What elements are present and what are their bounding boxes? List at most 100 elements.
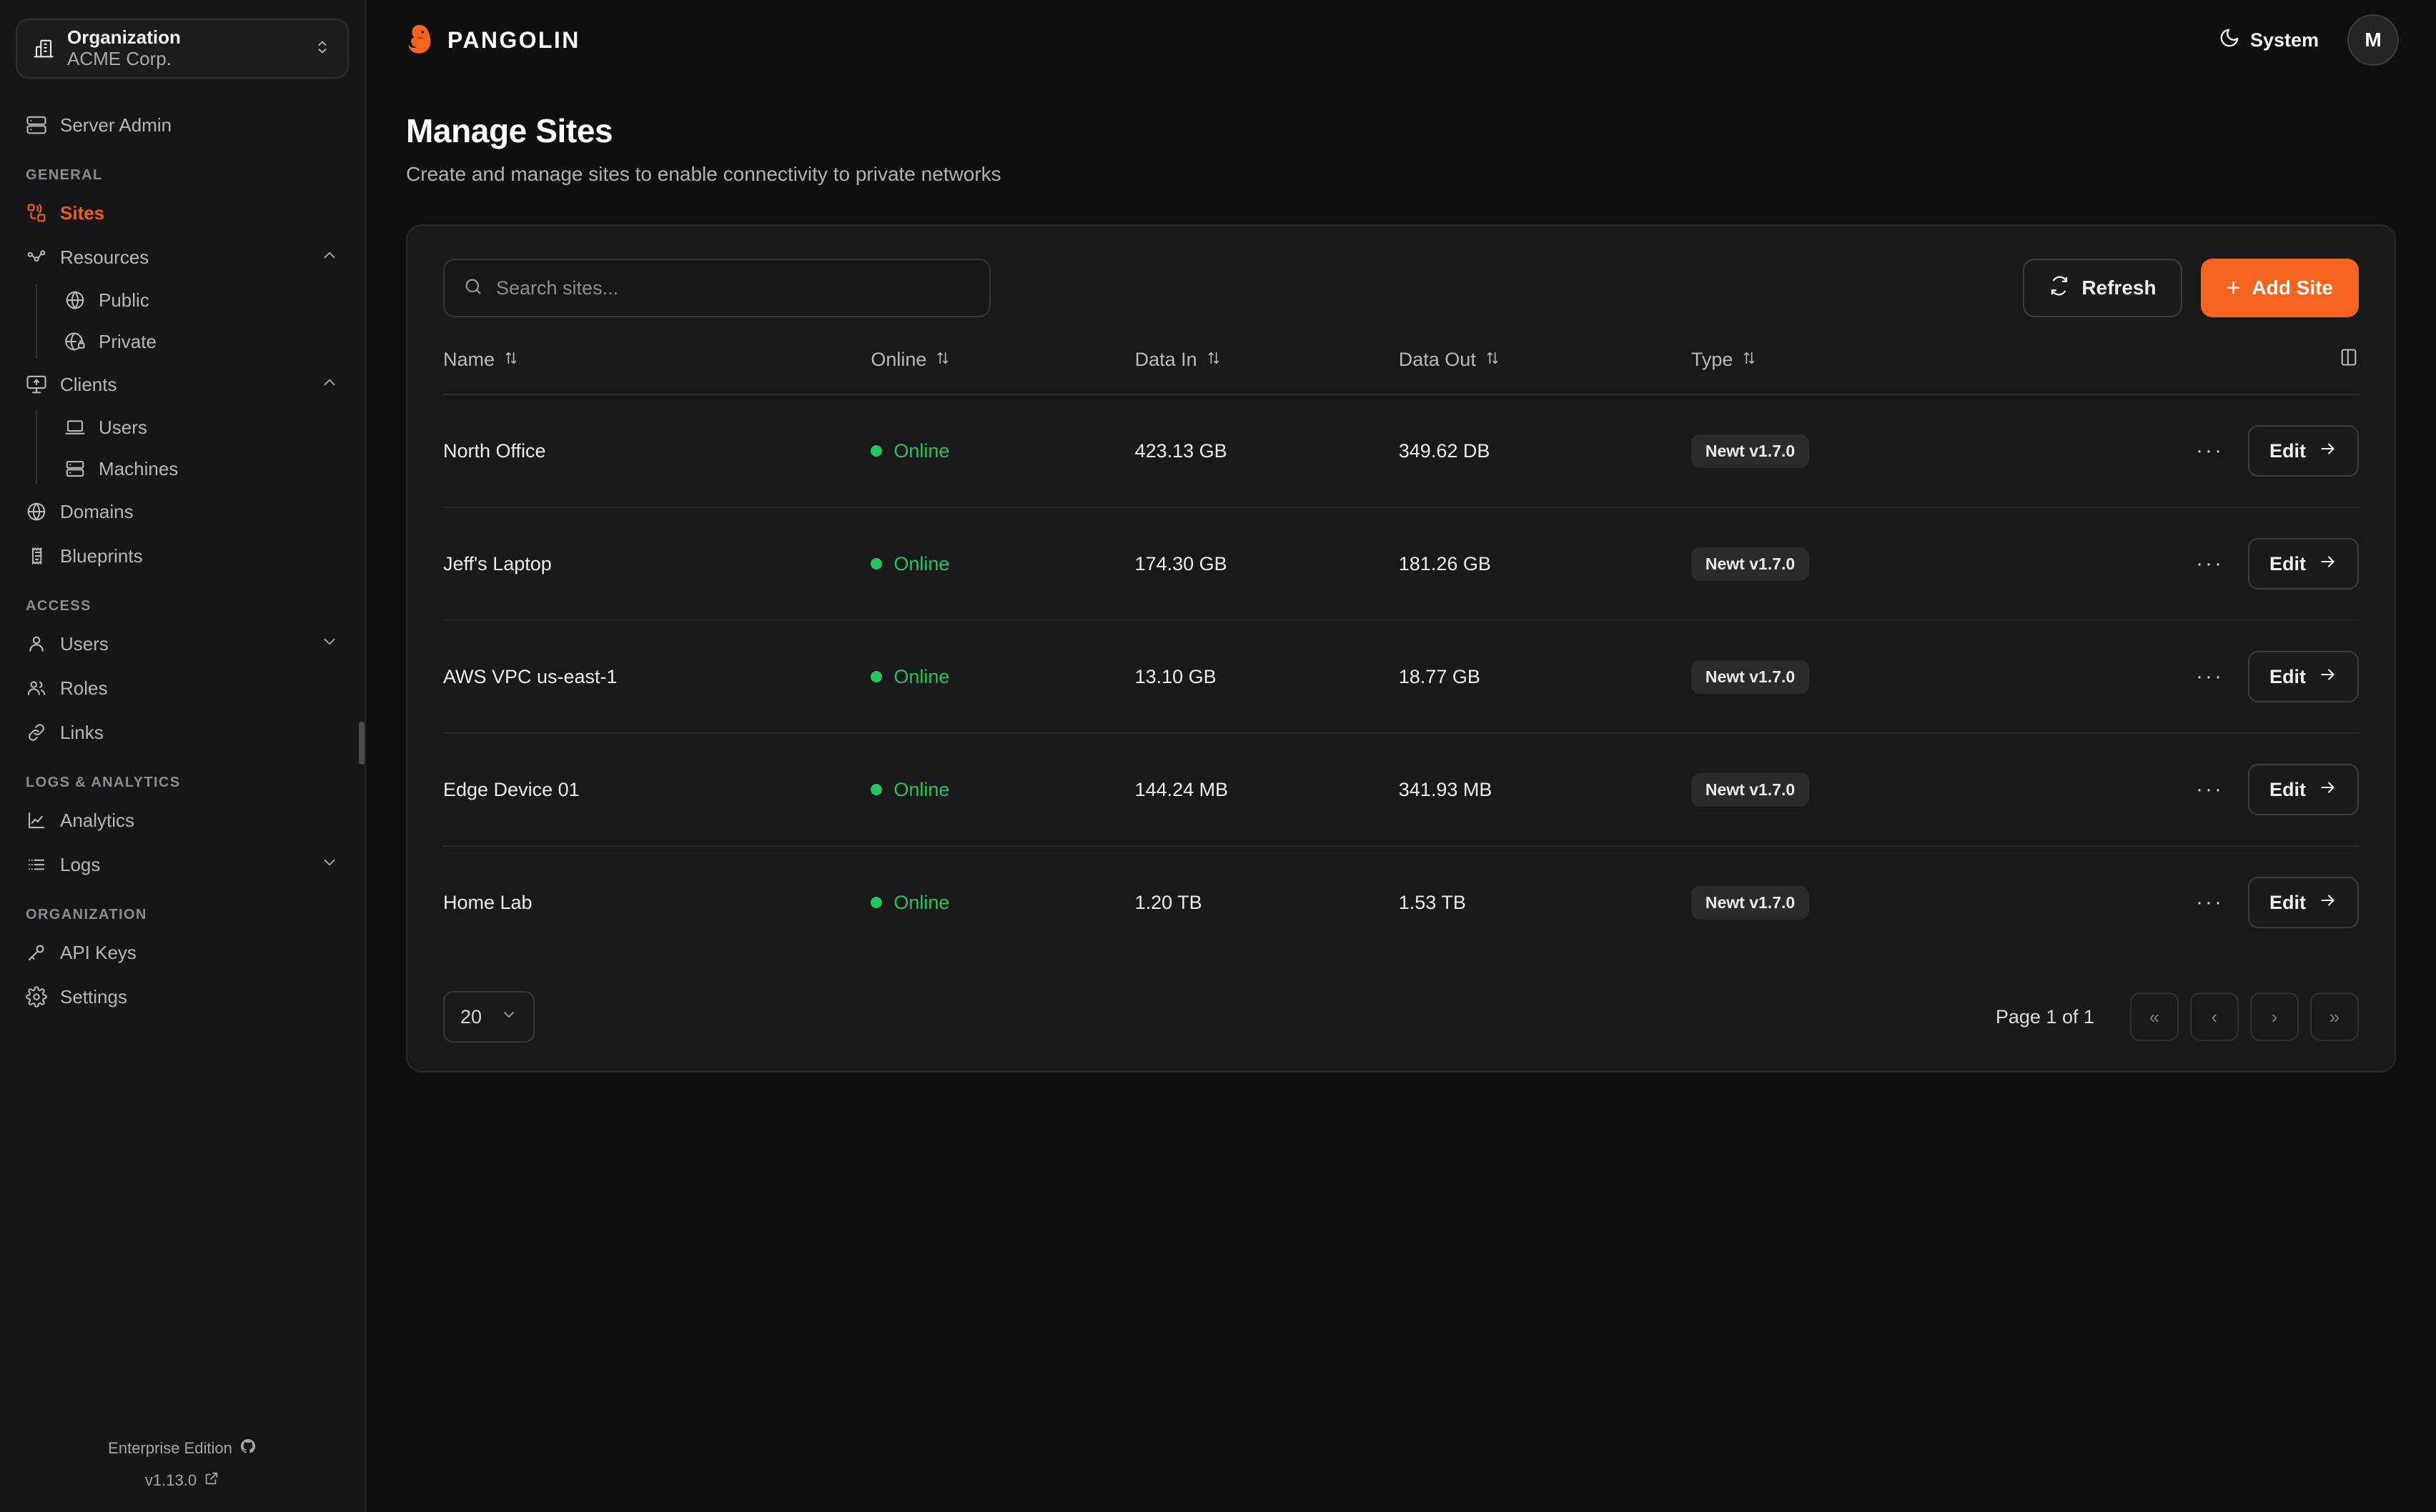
list-icon bbox=[26, 854, 47, 875]
cell-actions: ··· Edit bbox=[2190, 846, 2359, 958]
sidebar-item-label: Clients bbox=[60, 373, 117, 395]
sidebar-item-blueprints[interactable]: Blueprints bbox=[16, 534, 349, 578]
column-visibility-icon[interactable] bbox=[2339, 347, 2359, 372]
org-switcher[interactable]: Organization ACME Corp. bbox=[16, 19, 349, 79]
column-header-online[interactable]: Online bbox=[871, 347, 1135, 395]
refresh-button[interactable]: Refresh bbox=[2023, 259, 2182, 317]
sidebar-item-analytics[interactable]: Analytics bbox=[16, 798, 349, 842]
sidebar-item-public[interactable]: Public bbox=[54, 279, 349, 321]
sort-icon[interactable] bbox=[1206, 349, 1222, 371]
row-menu-icon[interactable]: ··· bbox=[2196, 439, 2224, 462]
edit-button[interactable]: Edit bbox=[2248, 425, 2359, 477]
sidebar-item-users-clients[interactable]: Users bbox=[54, 407, 349, 448]
last-page-button[interactable]: » bbox=[2310, 993, 2359, 1041]
server-icon bbox=[64, 458, 86, 479]
github-icon[interactable] bbox=[239, 1438, 257, 1459]
version-label: v1.13.0 bbox=[144, 1471, 197, 1489]
column-header-data-out[interactable]: Data Out bbox=[1398, 347, 1691, 395]
globe-icon bbox=[64, 289, 86, 311]
org-title: Organization bbox=[67, 26, 181, 49]
column-header-data-in[interactable]: Data In bbox=[1134, 347, 1399, 395]
key-icon bbox=[26, 942, 47, 963]
cell-actions: ··· Edit bbox=[2190, 620, 2359, 734]
edit-button[interactable]: Edit bbox=[2248, 764, 2359, 815]
cell-actions: ··· Edit bbox=[2190, 507, 2359, 621]
theme-toggle[interactable]: System bbox=[2219, 27, 2319, 54]
cell-data-in: 423.13 GB bbox=[1134, 394, 1399, 508]
sort-icon[interactable] bbox=[935, 349, 951, 371]
next-page-button[interactable]: › bbox=[2250, 993, 2299, 1041]
sidebar-item-api-keys[interactable]: API Keys bbox=[16, 930, 349, 975]
column-header-name[interactable]: Name bbox=[443, 347, 871, 395]
version-row[interactable]: v1.13.0 bbox=[16, 1471, 349, 1491]
table-row[interactable]: North Office Online 423.13 GB 349.62 DB … bbox=[443, 394, 2359, 508]
sidebar-item-settings[interactable]: Settings bbox=[16, 975, 349, 1019]
sidebar-item-label: Roles bbox=[60, 677, 108, 699]
column-header-actions bbox=[2190, 347, 2359, 395]
arrow-right-icon bbox=[2319, 778, 2337, 802]
sidebar-item-server-admin[interactable]: Server Admin bbox=[16, 103, 349, 147]
chevron-down-icon[interactable] bbox=[320, 632, 339, 656]
brand[interactable]: PANGOLIN bbox=[403, 22, 580, 59]
sidebar-item-label: Private bbox=[99, 330, 157, 352]
status-dot bbox=[871, 784, 883, 796]
sidebar-group-access: ACCESS bbox=[26, 598, 91, 614]
sidebar-scrollbar[interactable] bbox=[359, 0, 365, 1512]
page-subtitle: Create and manage sites to enable connec… bbox=[406, 163, 1001, 185]
chevron-down-icon[interactable] bbox=[320, 853, 339, 877]
edit-label: Edit bbox=[2269, 439, 2306, 462]
first-page-button[interactable]: « bbox=[2130, 993, 2179, 1041]
chevron-up-icon[interactable] bbox=[320, 246, 339, 269]
search-icon bbox=[463, 277, 483, 300]
sidebar-item-resources[interactable]: Resources bbox=[16, 235, 349, 279]
chevron-up-icon[interactable] bbox=[320, 373, 339, 397]
column-header-type[interactable]: Type bbox=[1690, 347, 2191, 395]
sidebar-item-domains[interactable]: Domains bbox=[16, 489, 349, 534]
cell-online: Online bbox=[871, 846, 1134, 958]
edition-label: Enterprise Edition bbox=[108, 1439, 232, 1457]
sidebar: Organization ACME Corp. Server Admin bbox=[0, 0, 366, 1512]
sidebar-item-machines[interactable]: Machines bbox=[54, 448, 349, 489]
status-badge: Online bbox=[893, 778, 950, 800]
edit-button[interactable]: Edit bbox=[2248, 538, 2359, 590]
sidebar-item-roles[interactable]: Roles bbox=[16, 666, 349, 710]
sidebar-item-users[interactable]: Users bbox=[16, 622, 349, 666]
row-menu-icon[interactable]: ··· bbox=[2196, 665, 2224, 688]
add-site-button[interactable]: + Add Site bbox=[2200, 259, 2359, 317]
row-menu-icon[interactable]: ··· bbox=[2196, 777, 2224, 801]
row-menu-icon[interactable]: ··· bbox=[2196, 890, 2224, 914]
org-name: ACME Corp. bbox=[67, 48, 172, 69]
sidebar-item-links[interactable]: Links bbox=[16, 710, 349, 755]
sort-icon[interactable] bbox=[1485, 349, 1500, 371]
edition-row[interactable]: Enterprise Edition bbox=[16, 1438, 349, 1459]
table-row[interactable]: AWS VPC us-east-1 Online 13.10 GB 18.77 … bbox=[443, 620, 2359, 734]
refresh-icon bbox=[2049, 275, 2070, 302]
external-link-icon[interactable] bbox=[204, 1471, 219, 1491]
sort-icon[interactable] bbox=[503, 349, 519, 371]
table-row[interactable]: Jeff's Laptop Online 174.30 GB 181.26 GB… bbox=[443, 507, 2359, 621]
sort-icon[interactable] bbox=[1741, 349, 1757, 371]
search-input[interactable] bbox=[496, 277, 971, 299]
edit-button[interactable]: Edit bbox=[2248, 651, 2359, 702]
sidebar-footer: Enterprise Edition v1.13.0 bbox=[0, 1426, 365, 1512]
table-row[interactable]: Home Lab Online 1.20 TB 1.53 TB Newt v1.… bbox=[443, 846, 2359, 958]
sidebar-item-clients[interactable]: Clients bbox=[16, 362, 349, 407]
cell-name: AWS VPC us-east-1 bbox=[443, 620, 871, 734]
sidebar-item-logs[interactable]: Logs bbox=[16, 842, 349, 887]
avatar[interactable]: M bbox=[2347, 14, 2399, 66]
edit-button[interactable]: Edit bbox=[2248, 877, 2359, 928]
page-size-select[interactable]: 20 bbox=[443, 991, 535, 1043]
sidebar-scrollbar-thumb[interactable] bbox=[359, 722, 365, 765]
sidebar-item-private[interactable]: Private bbox=[54, 321, 349, 362]
sidebar-item-sites[interactable]: Sites bbox=[16, 191, 349, 235]
table-row[interactable]: Edge Device 01 Online 144.24 MB 341.93 M… bbox=[443, 733, 2359, 847]
page-title: Manage Sites bbox=[406, 112, 613, 149]
type-badge: Newt v1.7.0 bbox=[1690, 660, 1810, 694]
sidebar-item-label: Users bbox=[99, 416, 147, 438]
user-icon bbox=[26, 633, 47, 655]
search-box[interactable] bbox=[443, 259, 991, 317]
prev-page-button[interactable]: ‹ bbox=[2190, 993, 2239, 1041]
row-menu-icon[interactable]: ··· bbox=[2196, 552, 2224, 575]
cell-actions: ··· Edit bbox=[2190, 733, 2359, 847]
